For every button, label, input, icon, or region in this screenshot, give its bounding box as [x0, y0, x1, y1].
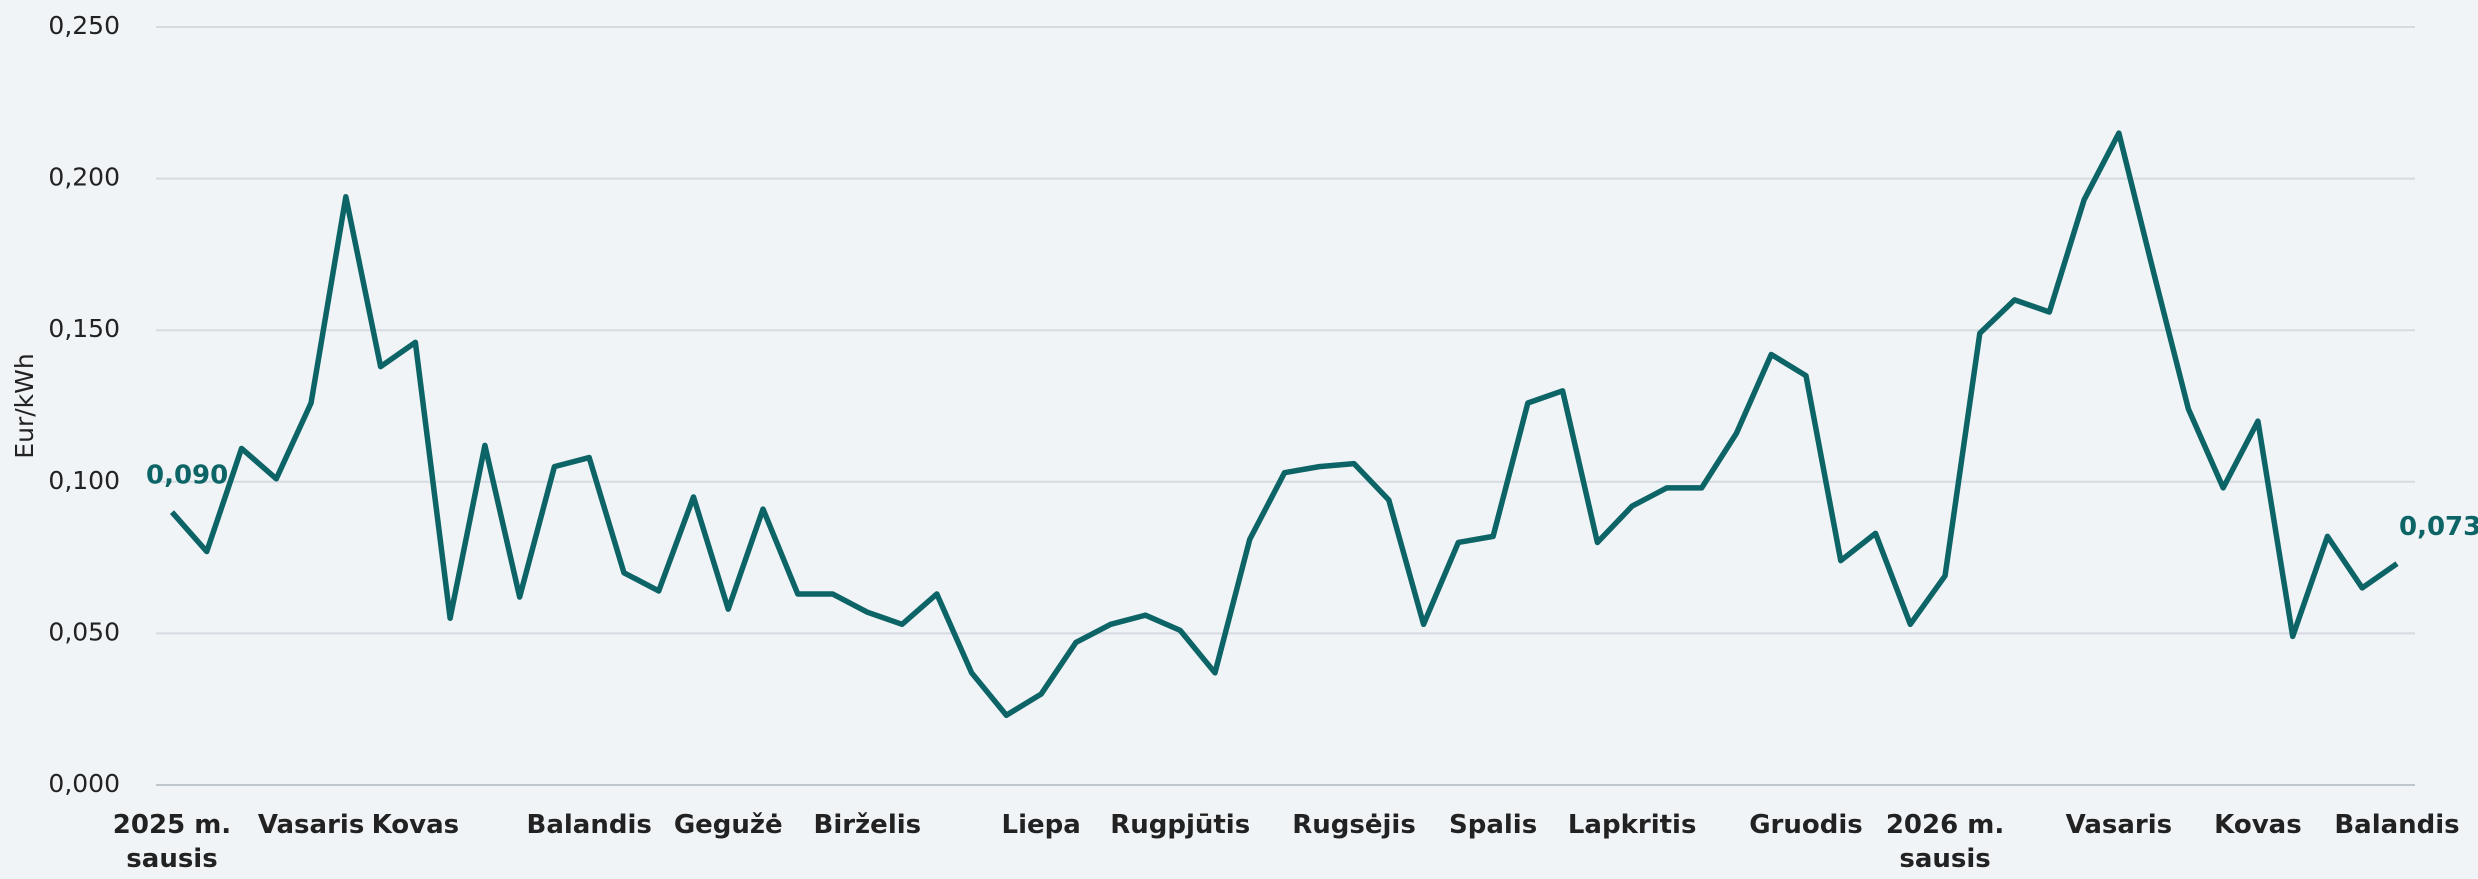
y-tick-label: 0,050	[48, 617, 120, 646]
x-tick-label: Gruodis	[1749, 810, 1863, 840]
x-tick-label: Kovas	[2214, 810, 2302, 840]
data-label: 0,073	[2399, 512, 2478, 542]
y-tick-label: 0,250	[48, 11, 120, 40]
x-tick-label: Rugpjūtis	[1110, 810, 1251, 840]
y-tick-label: 0,100	[48, 466, 120, 495]
y-tick-label: 0,200	[48, 163, 120, 192]
x-tick-label: Spalis	[1449, 810, 1538, 840]
y-axis-label: Eur/kWh	[10, 353, 39, 458]
data-label: 0,090	[146, 461, 228, 491]
x-tick-label: 2026 m. sausis	[1885, 810, 2005, 874]
x-tick-label: Rugsėjis	[1292, 810, 1416, 840]
x-tick-label: Balandis	[526, 810, 652, 840]
y-tick-label: 0,000	[48, 769, 120, 798]
x-tick-label: Lapkritis	[1567, 810, 1697, 840]
x-tick-label: 2025 m. sausis	[112, 810, 232, 874]
x-tick-label: Kovas	[371, 810, 460, 840]
x-tick-label: Birželis	[813, 810, 922, 840]
line	[169, 130, 2399, 719]
x-tick-label: Balandis	[2334, 810, 2460, 840]
y-tick-label: 0,150	[48, 314, 120, 343]
x-tick-label: Vasaris	[2065, 810, 2173, 840]
x-tick-label: Gegužė	[673, 810, 783, 840]
x-tick-label: Vasaris	[257, 810, 365, 840]
x-tick-label: Liepa	[1001, 810, 1081, 840]
